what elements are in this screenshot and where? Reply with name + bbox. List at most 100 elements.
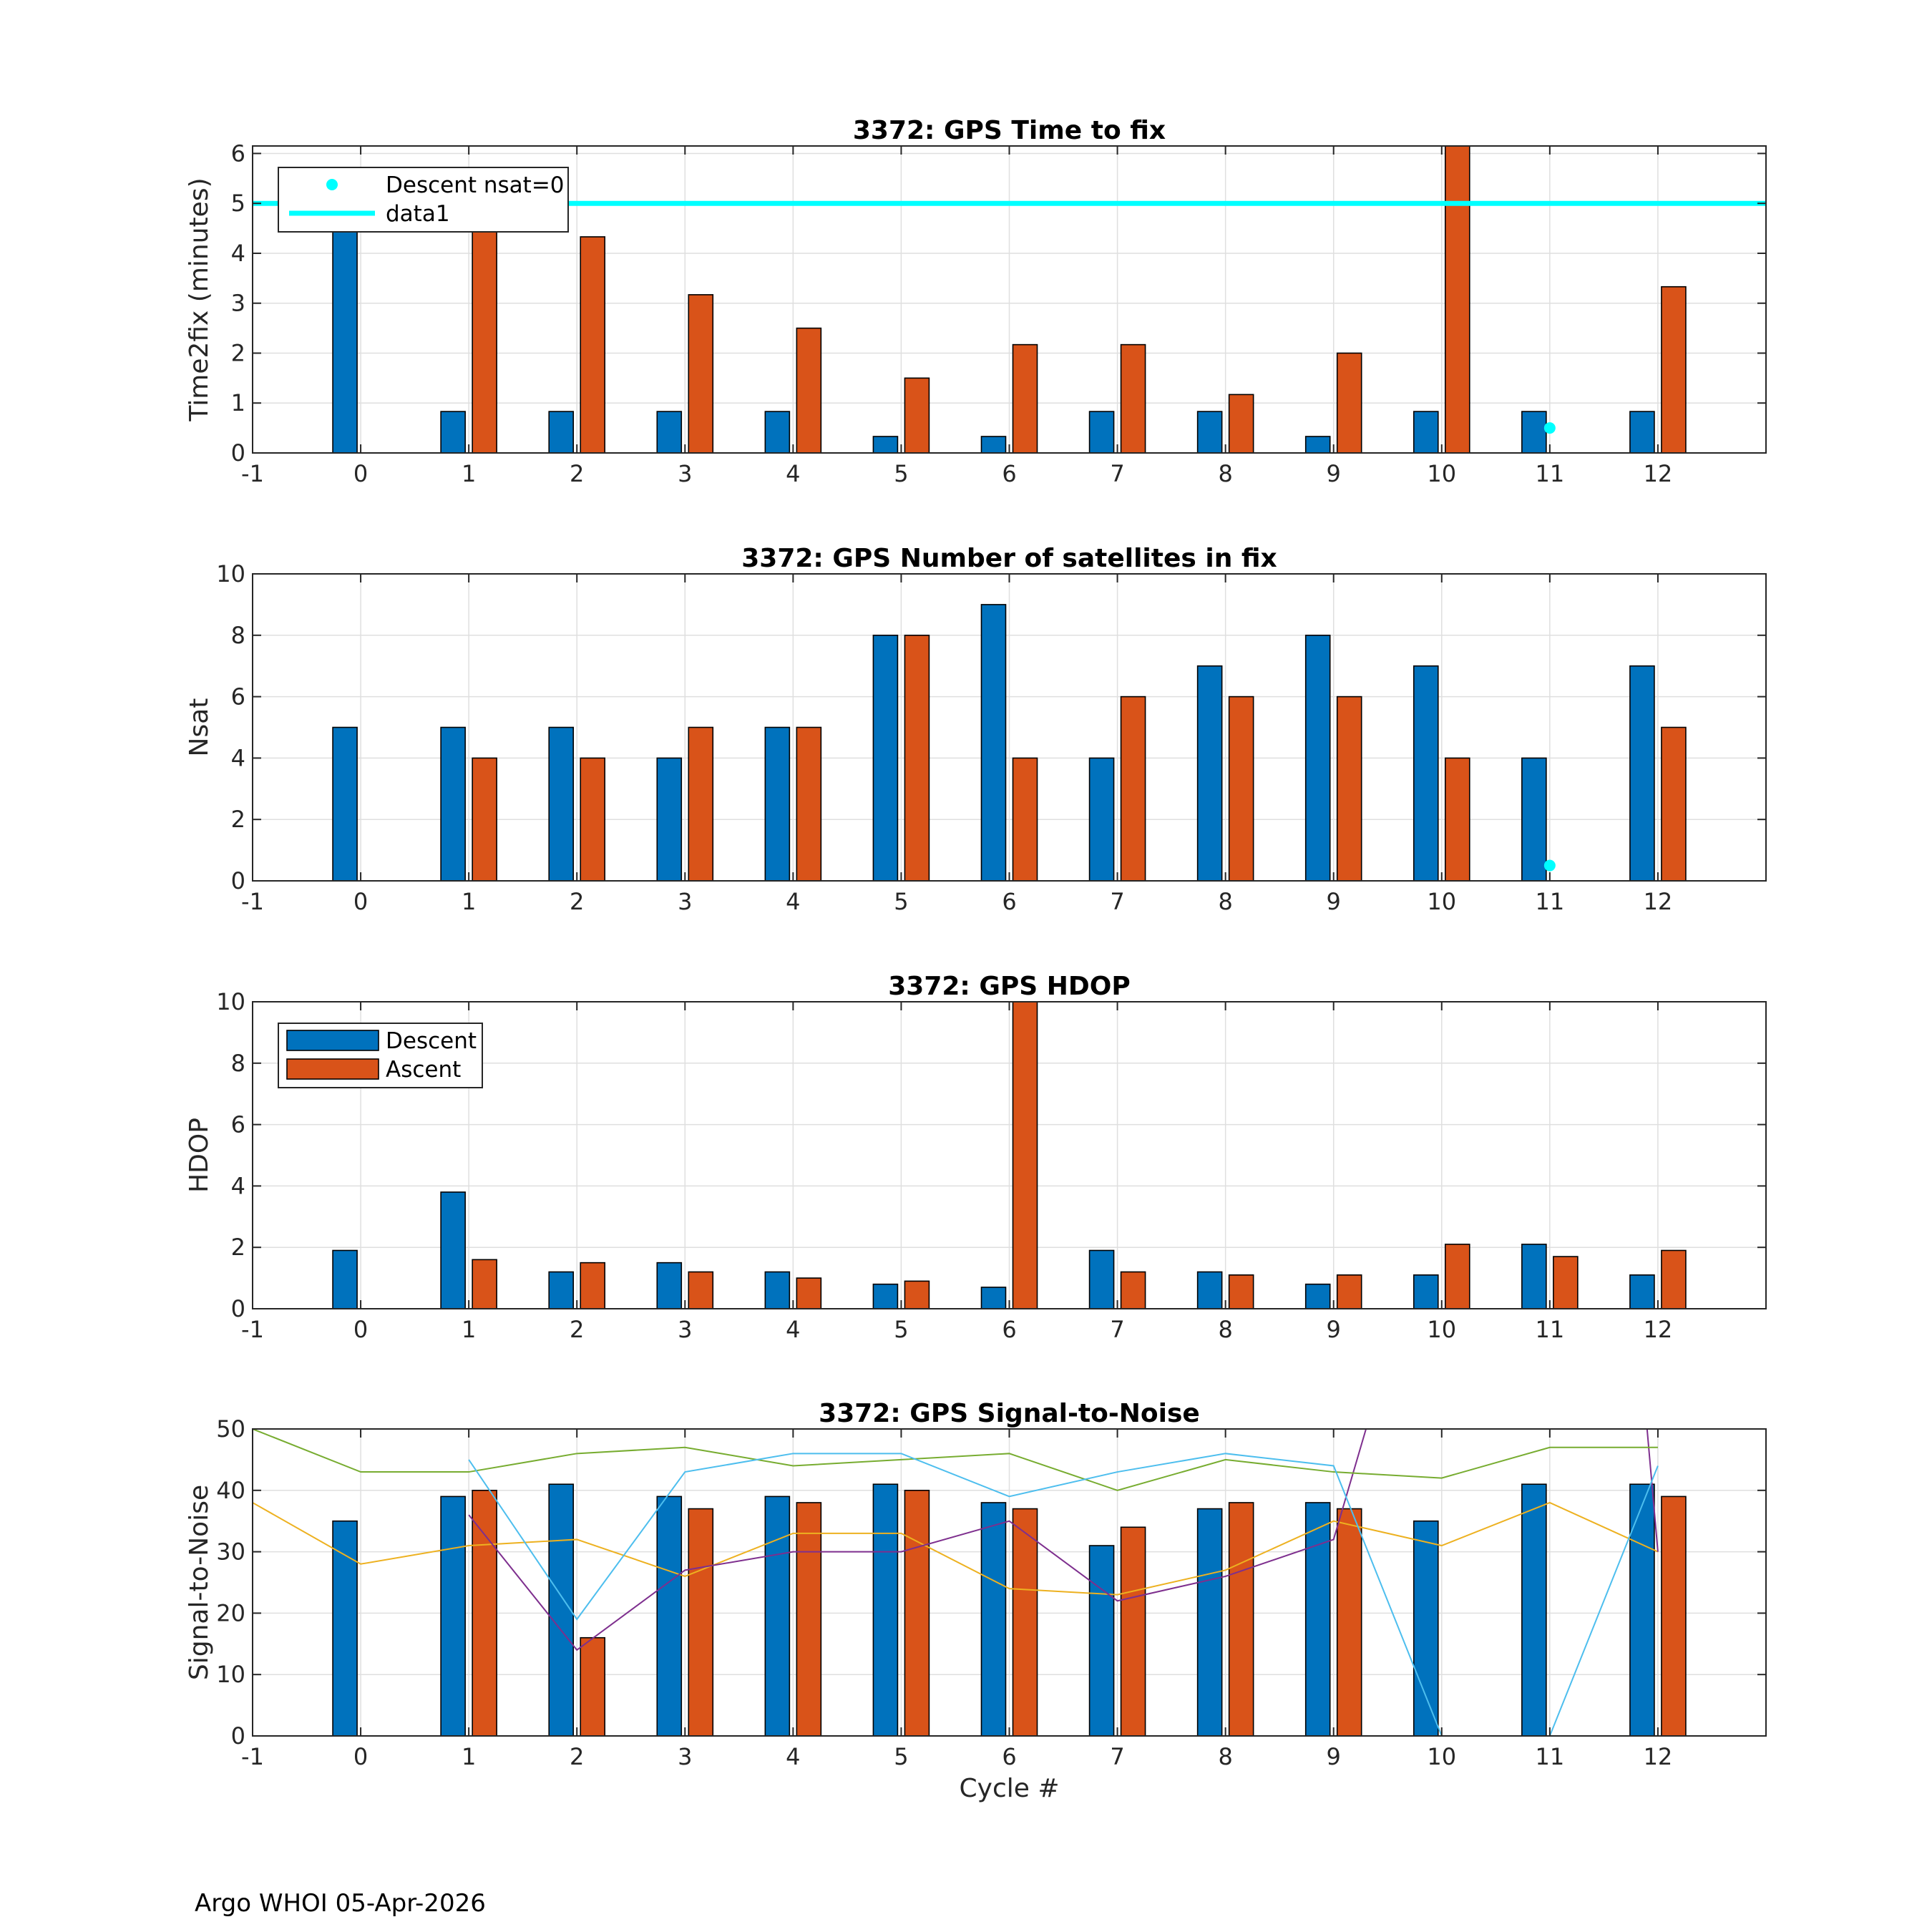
tick-label-x: 11 [1535,1316,1564,1343]
bar-descent-9 [1304,1502,1331,1736]
bar-ascent-4 [796,327,822,453]
tick-label-y: 3 [231,290,245,317]
bar-ascent-2 [580,1262,606,1309]
bar-descent-9 [1304,436,1331,453]
bar-ascent-6 [1012,757,1038,881]
tick-label-x: 7 [1110,1316,1124,1343]
bar-ascent-5 [904,1490,930,1736]
bar-ascent-12 [1661,726,1687,881]
tick-label-x: 10 [1427,1743,1456,1770]
bar-descent-9 [1304,634,1331,881]
tick-label-x: 10 [1427,1316,1456,1343]
tick-label-x: -1 [241,460,264,487]
tick-label-x: 5 [894,1316,908,1343]
bar-ascent-2 [580,1636,606,1736]
plot-area [332,1002,1687,1309]
bar-ascent-5 [904,1280,930,1309]
legend-marker-icon [326,179,338,190]
bar-descent-12 [1629,411,1655,453]
bar-descent-2 [548,726,575,881]
bar-descent-11 [1521,1244,1547,1309]
legend-label: Descent [386,1028,477,1054]
bar-descent-3 [656,1496,683,1736]
x-axis-label: Cycle # [960,1774,1060,1803]
tick-label-x: 9 [1327,1316,1341,1343]
bar-descent-1 [440,1496,466,1736]
point-descent-nsat0 [1543,859,1556,872]
bar-descent-4 [764,726,791,881]
tick-label-y: 8 [231,622,245,649]
tick-label-x: 1 [462,1743,476,1770]
legend-swatch-descent [286,1030,379,1051]
bar-descent-12 [1629,1483,1655,1736]
tick-label-x: 4 [786,888,800,915]
tick-label-x: 11 [1535,888,1564,915]
tick-label-y: 10 [216,1661,245,1688]
tick-label-x: 7 [1110,460,1124,487]
bar-ascent-10 [1444,757,1470,881]
chart-title: 3372: GPS Signal-to-Noise [819,1399,1200,1428]
bar-descent-5 [872,1283,899,1309]
bar-descent-4 [764,411,791,453]
bar-ascent-4 [796,1277,822,1309]
bar-ascent-8 [1228,1502,1254,1736]
y-axis-label: Signal-to-Noise [185,1485,214,1680]
plot-area [253,1429,1687,1736]
bar-descent-6 [980,436,1007,453]
tick-label-x: 3 [678,1743,692,1770]
bar-ascent-3 [688,726,714,881]
bar-descent-12 [1629,665,1655,881]
tick-label-x: 1 [462,1316,476,1343]
tick-label-y: 0 [231,439,245,467]
plot-area [332,604,1687,881]
chart-title: 3372: GPS Number of satellites in fix [741,544,1277,573]
tick-label-x: 8 [1218,888,1232,915]
legend-label: Ascent [386,1057,461,1083]
y-axis-label: HDOP [185,1118,214,1193]
bar-descent-5 [872,634,899,881]
tick-label-x: 5 [894,888,908,915]
bar-ascent-9 [1336,352,1362,453]
tick-label-x: 2 [570,1743,584,1770]
tick-label-x: 12 [1644,460,1673,487]
bar-ascent-11 [1553,1256,1579,1309]
tick-label-x: 6 [1002,1743,1016,1770]
bar-ascent-3 [688,1508,714,1736]
bar-descent-7 [1088,757,1115,881]
tick-label-x: 4 [786,1316,800,1343]
tick-label-x: 9 [1327,1743,1341,1770]
tick-label-x: 10 [1427,460,1456,487]
bar-descent-3 [656,1262,683,1309]
tick-label-x: 11 [1535,460,1564,487]
tick-label-x: 2 [570,888,584,915]
legend-box [278,167,569,233]
bar-ascent-1 [472,203,497,453]
bar-descent-3 [656,757,683,881]
bar-descent-1 [440,411,466,453]
bar-ascent-12 [1661,1249,1687,1309]
tick-label-x: 4 [786,1743,800,1770]
tick-label-x: 3 [678,888,692,915]
bar-ascent-12 [1661,1496,1687,1736]
bar-ascent-5 [904,377,930,453]
tick-label-x: 3 [678,1316,692,1343]
tick-label-y: 1 [231,389,245,416]
bar-descent-8 [1196,411,1223,453]
bar-ascent-6 [1012,1002,1038,1309]
line-sat2 [468,1429,1659,1652]
tick-label-x: 5 [894,460,908,487]
bar-descent-10 [1413,1274,1439,1309]
tick-label-x: 9 [1327,888,1341,915]
legend-label: data1 [386,201,450,227]
bar-ascent-3 [688,294,714,453]
bar-ascent-7 [1120,1526,1146,1736]
bar-descent-5 [872,1483,899,1736]
tick-label-x: 12 [1644,1743,1673,1770]
line-sat1 [253,1501,1659,1596]
bar-descent-0 [332,1249,358,1309]
legend: Descent nsat=0 data1 [278,167,569,233]
y-axis-label: Time2fix (minutes) [185,177,214,421]
